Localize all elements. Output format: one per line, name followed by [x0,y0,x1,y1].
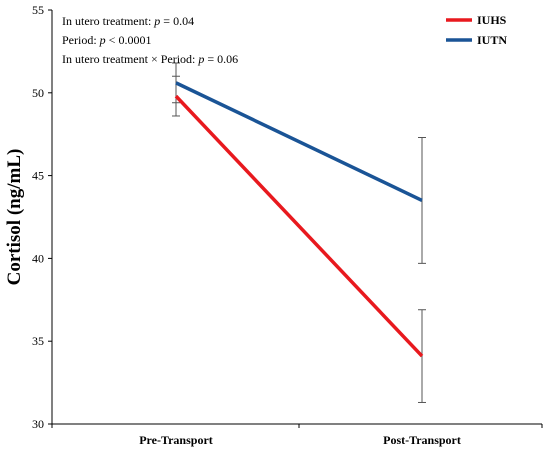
stats-annotation: Period: p < 0.0001 [62,33,151,47]
error-bars [172,62,426,403]
series-lines [174,81,424,358]
y-tick-label: 35 [32,334,44,348]
annotation-prefix: In utero treatment × Period: [62,52,198,66]
legend: IUHS IUTN [446,13,507,47]
legend-label-iuhs: IUHS [477,13,507,27]
annotation-p: p [197,52,204,66]
legend-label-iutn: IUTN [477,33,507,47]
x-category-label: Post-Transport [383,433,461,447]
y-tick-label: 40 [32,251,44,265]
y-axis-title: Cortisol (ng/mL) [4,149,25,286]
x-category-label: Pre-Transport [139,433,213,447]
y-tick-label: 55 [32,3,44,17]
stats-annotation: In utero treatment: p = 0.04 [62,14,194,28]
stats-annotation: In utero treatment × Period: p = 0.06 [62,52,238,66]
axes: 30 35 40 45 50 55 Pre-Transport Post-Transport C… [4,3,543,447]
stats-annotations: In utero treatment: p = 0.04 Period: p < … [62,14,238,66]
annotation-prefix: In utero treatment: [62,14,154,28]
annotation-p: p [153,14,160,28]
series-line-iuhs [174,94,424,358]
annotation-suffix: < 0.0001 [106,33,152,47]
series-line-iutn [175,81,423,203]
y-tick-label: 45 [32,169,44,183]
annotation-p: p [99,33,106,47]
annotation-suffix: = 0.06 [204,52,238,66]
y-tick-label: 30 [32,417,44,431]
annotation-suffix: = 0.04 [160,14,194,28]
y-tick-label: 50 [32,86,44,100]
annotation-prefix: Period: [62,33,100,47]
